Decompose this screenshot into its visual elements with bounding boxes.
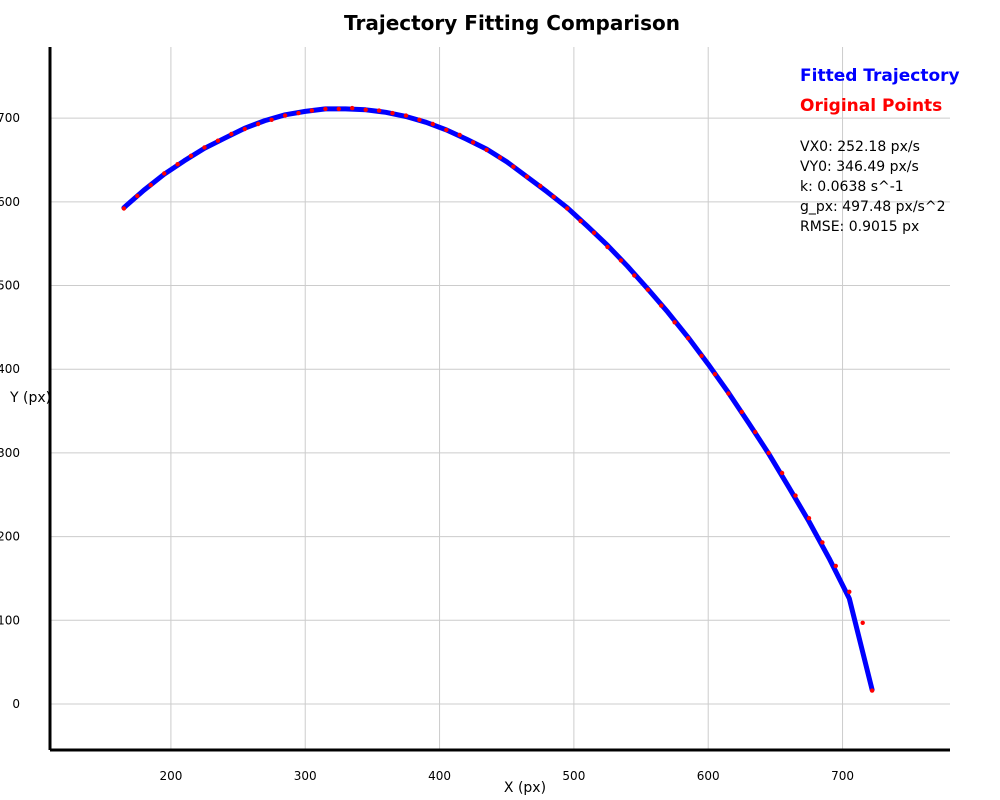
parameter-annotations: VX0: 252.18 px/s VY0: 346.49 px/s k: 0.063…	[800, 139, 945, 235]
original-point	[269, 117, 274, 123]
original-point	[282, 113, 288, 118]
original-point	[618, 258, 624, 263]
original-point	[712, 372, 718, 377]
y-tick-label: 600	[0, 195, 20, 209]
original-point	[672, 320, 677, 325]
original-point	[376, 108, 382, 113]
original-point	[188, 153, 194, 158]
parameter-line: VY0: 346.49 px/s	[800, 159, 919, 175]
original-point	[860, 620, 865, 625]
y-tick-label: 700	[0, 111, 20, 125]
original-point	[162, 171, 167, 176]
original-point	[470, 140, 476, 145]
original-point	[229, 131, 234, 137]
original-point	[685, 336, 691, 341]
original-point	[739, 409, 744, 415]
original-point	[457, 132, 462, 138]
y-tick-label: 200	[0, 530, 20, 544]
parameter-line: k: 0.0638 s^-1	[800, 179, 904, 195]
original-point	[779, 470, 785, 476]
original-point	[793, 493, 798, 498]
original-point	[524, 174, 530, 179]
original-point	[766, 450, 771, 456]
original-point	[135, 193, 140, 199]
series-layer	[121, 105, 875, 693]
x-tick-label: 200	[159, 769, 182, 783]
parameter-line: VX0: 252.18 px/s	[800, 139, 920, 155]
legend-entry: Fitted Trajectory	[800, 66, 960, 86]
original-point	[497, 155, 503, 160]
axes	[48, 47, 950, 752]
original-point	[323, 106, 328, 112]
original-point	[820, 540, 825, 545]
original-point	[215, 138, 221, 143]
legend: Fitted Trajectory Original Points	[800, 66, 960, 116]
original-point	[753, 429, 758, 435]
grid-lines	[50, 47, 950, 750]
original-point	[242, 126, 247, 132]
legend-entry: Original Points	[800, 96, 942, 116]
original-point	[578, 218, 583, 224]
original-point	[417, 117, 422, 123]
original-point	[591, 230, 597, 235]
y-tick-label: 400	[0, 362, 20, 376]
y-tick-label: 0	[12, 697, 20, 711]
original-point	[336, 106, 341, 112]
original-point	[645, 287, 650, 292]
original-point	[444, 127, 449, 133]
original-point	[551, 194, 556, 199]
original-point	[175, 162, 180, 167]
y-axis-label: Y (px)	[9, 390, 51, 406]
original-point	[121, 206, 127, 211]
original-point	[148, 182, 153, 188]
parameter-line: RMSE: 0.9015 px	[800, 219, 919, 235]
tick-labels: 200 300 400 500 600 700 0 100 200 300 400 500 600 700	[0, 111, 854, 783]
original-point	[363, 107, 368, 113]
fitted-trajectory-line	[121, 106, 875, 693]
original-point	[202, 145, 207, 150]
original-point	[296, 110, 301, 116]
original-point	[256, 121, 261, 127]
original-point	[309, 108, 315, 113]
original-point	[699, 353, 704, 358]
x-tick-label: 300	[294, 769, 317, 783]
x-tick-label: 500	[562, 769, 585, 783]
chart-title: Trajectory Fitting Comparison	[344, 11, 680, 35]
original-point	[869, 688, 875, 693]
y-tick-label: 300	[0, 446, 20, 460]
y-tick-label: 500	[0, 279, 20, 293]
original-point	[847, 589, 852, 594]
original-point	[632, 273, 637, 278]
original-point	[350, 105, 355, 111]
original-point	[605, 244, 610, 250]
x-tick-label: 400	[428, 769, 451, 783]
original-point	[806, 516, 812, 521]
original-point	[833, 563, 838, 569]
original-point	[403, 113, 409, 118]
original-point	[511, 164, 516, 169]
original-point	[390, 110, 395, 116]
y-tick-label: 100	[0, 613, 20, 627]
original-point	[538, 183, 543, 189]
original-point	[659, 303, 664, 308]
original-point	[430, 121, 435, 127]
x-axis-label: X (px)	[504, 780, 546, 796]
original-point	[484, 147, 489, 153]
x-tick-label: 700	[831, 769, 854, 783]
original-points-series	[121, 105, 875, 693]
original-point	[726, 391, 731, 396]
x-tick-label: 600	[697, 769, 720, 783]
original-point	[565, 206, 570, 211]
parameter-line: g_px: 497.48 px/s^2	[800, 199, 945, 215]
